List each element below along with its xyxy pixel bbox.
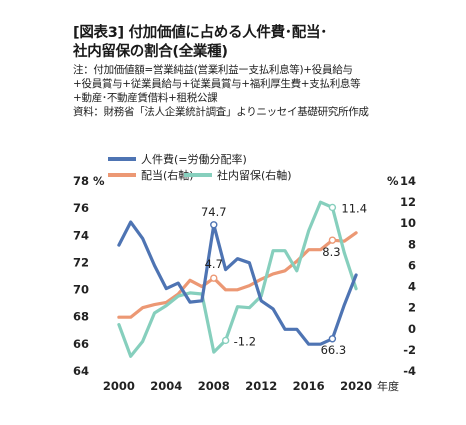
- data-label-labor: 74.7: [201, 205, 227, 219]
- right-axis-tick-label: -2: [403, 343, 416, 357]
- series-line-labor: [117, 220, 358, 346]
- right-axis-tick-label: 4: [408, 280, 416, 294]
- right-axis-tick-label: -4: [403, 364, 416, 378]
- source-line: 資料：財務省「法人企業統計調査」よりニッセイ基礎研究所作成: [73, 106, 369, 118]
- x-axis-tick-label: 2008: [198, 379, 230, 393]
- right-axis-tick-label: 8: [408, 237, 416, 251]
- chart-notes: 注：付加価値額=営業純益(営業利益ー支払利息等)+役員給与 +役員賞与+従業員給…: [73, 63, 369, 119]
- data-marker-retained: [328, 203, 337, 212]
- data-label-labor: 66.3: [321, 343, 347, 357]
- right-axis-tick-label: 6: [408, 258, 416, 272]
- series-line-dividend: [117, 231, 358, 319]
- left-axis-tick-label: 76: [73, 201, 89, 215]
- note-line-1: 注：付加価値額=営業純益(営業利益ー支払利息等)+役員給与: [73, 64, 353, 76]
- left-axis-tick-label: 66: [73, 337, 89, 351]
- x-axis-tick-label: 2012: [245, 379, 277, 393]
- legend-label-dividend: 配当(右軸): [141, 168, 194, 182]
- data-marker-dividend: [328, 236, 337, 244]
- right-axis-tick-label: 14: [400, 174, 416, 188]
- x-axis-tick-label: 2016: [293, 379, 325, 393]
- x-axis-tick-label: 2004: [150, 379, 182, 393]
- note-line-3: +動産･不動産賃借料+租税公課: [73, 92, 218, 104]
- data-marker-dividend: [210, 274, 218, 282]
- data-label-dividend: 4.7: [205, 257, 223, 271]
- x-axis-tick-label: 2020: [340, 379, 372, 393]
- right-axis-tick-label: 10: [400, 216, 416, 230]
- left-axis-tick-label: 64: [73, 364, 89, 378]
- right-axis-tick-label: 12: [400, 195, 416, 209]
- right-axis-tick-label: 0: [408, 322, 416, 336]
- right-axis-tick-label: 2: [408, 301, 416, 315]
- x-axis-tick-label: 2000: [103, 379, 135, 393]
- left-axis-tick-label: 74: [73, 228, 89, 242]
- left-axis-tick-label: 78 %: [73, 174, 105, 188]
- legend-label-labor: 人件費(=労働分配率): [141, 152, 247, 166]
- x-axis-unit-label: 年度: [377, 379, 399, 393]
- data-marker-labor: [328, 335, 337, 343]
- left-axis-tick-label: 70: [73, 283, 89, 297]
- note-line-2: +役員賞与+従業員給与+従業員賞与+福利厚生費+支払利息等: [73, 78, 361, 90]
- data-label-dividend: 8.3: [322, 245, 340, 259]
- left-axis-tick-label: 68: [73, 310, 89, 324]
- data-marker-retained: [221, 336, 230, 345]
- chart-title: [図表3] 付加価値に占める人件費･配当･ 社内留保の割合(全業種): [73, 25, 328, 60]
- data-label-retained: 11.4: [341, 201, 367, 215]
- legend-label-retained: 社内留保(右軸): [217, 168, 292, 182]
- data-label-retained: -1.2: [234, 334, 256, 348]
- series-line-retained: [117, 200, 358, 358]
- right-axis-unit-label: %: [387, 174, 399, 188]
- data-marker-labor: [210, 221, 218, 229]
- left-axis-tick-label: 72: [73, 255, 89, 269]
